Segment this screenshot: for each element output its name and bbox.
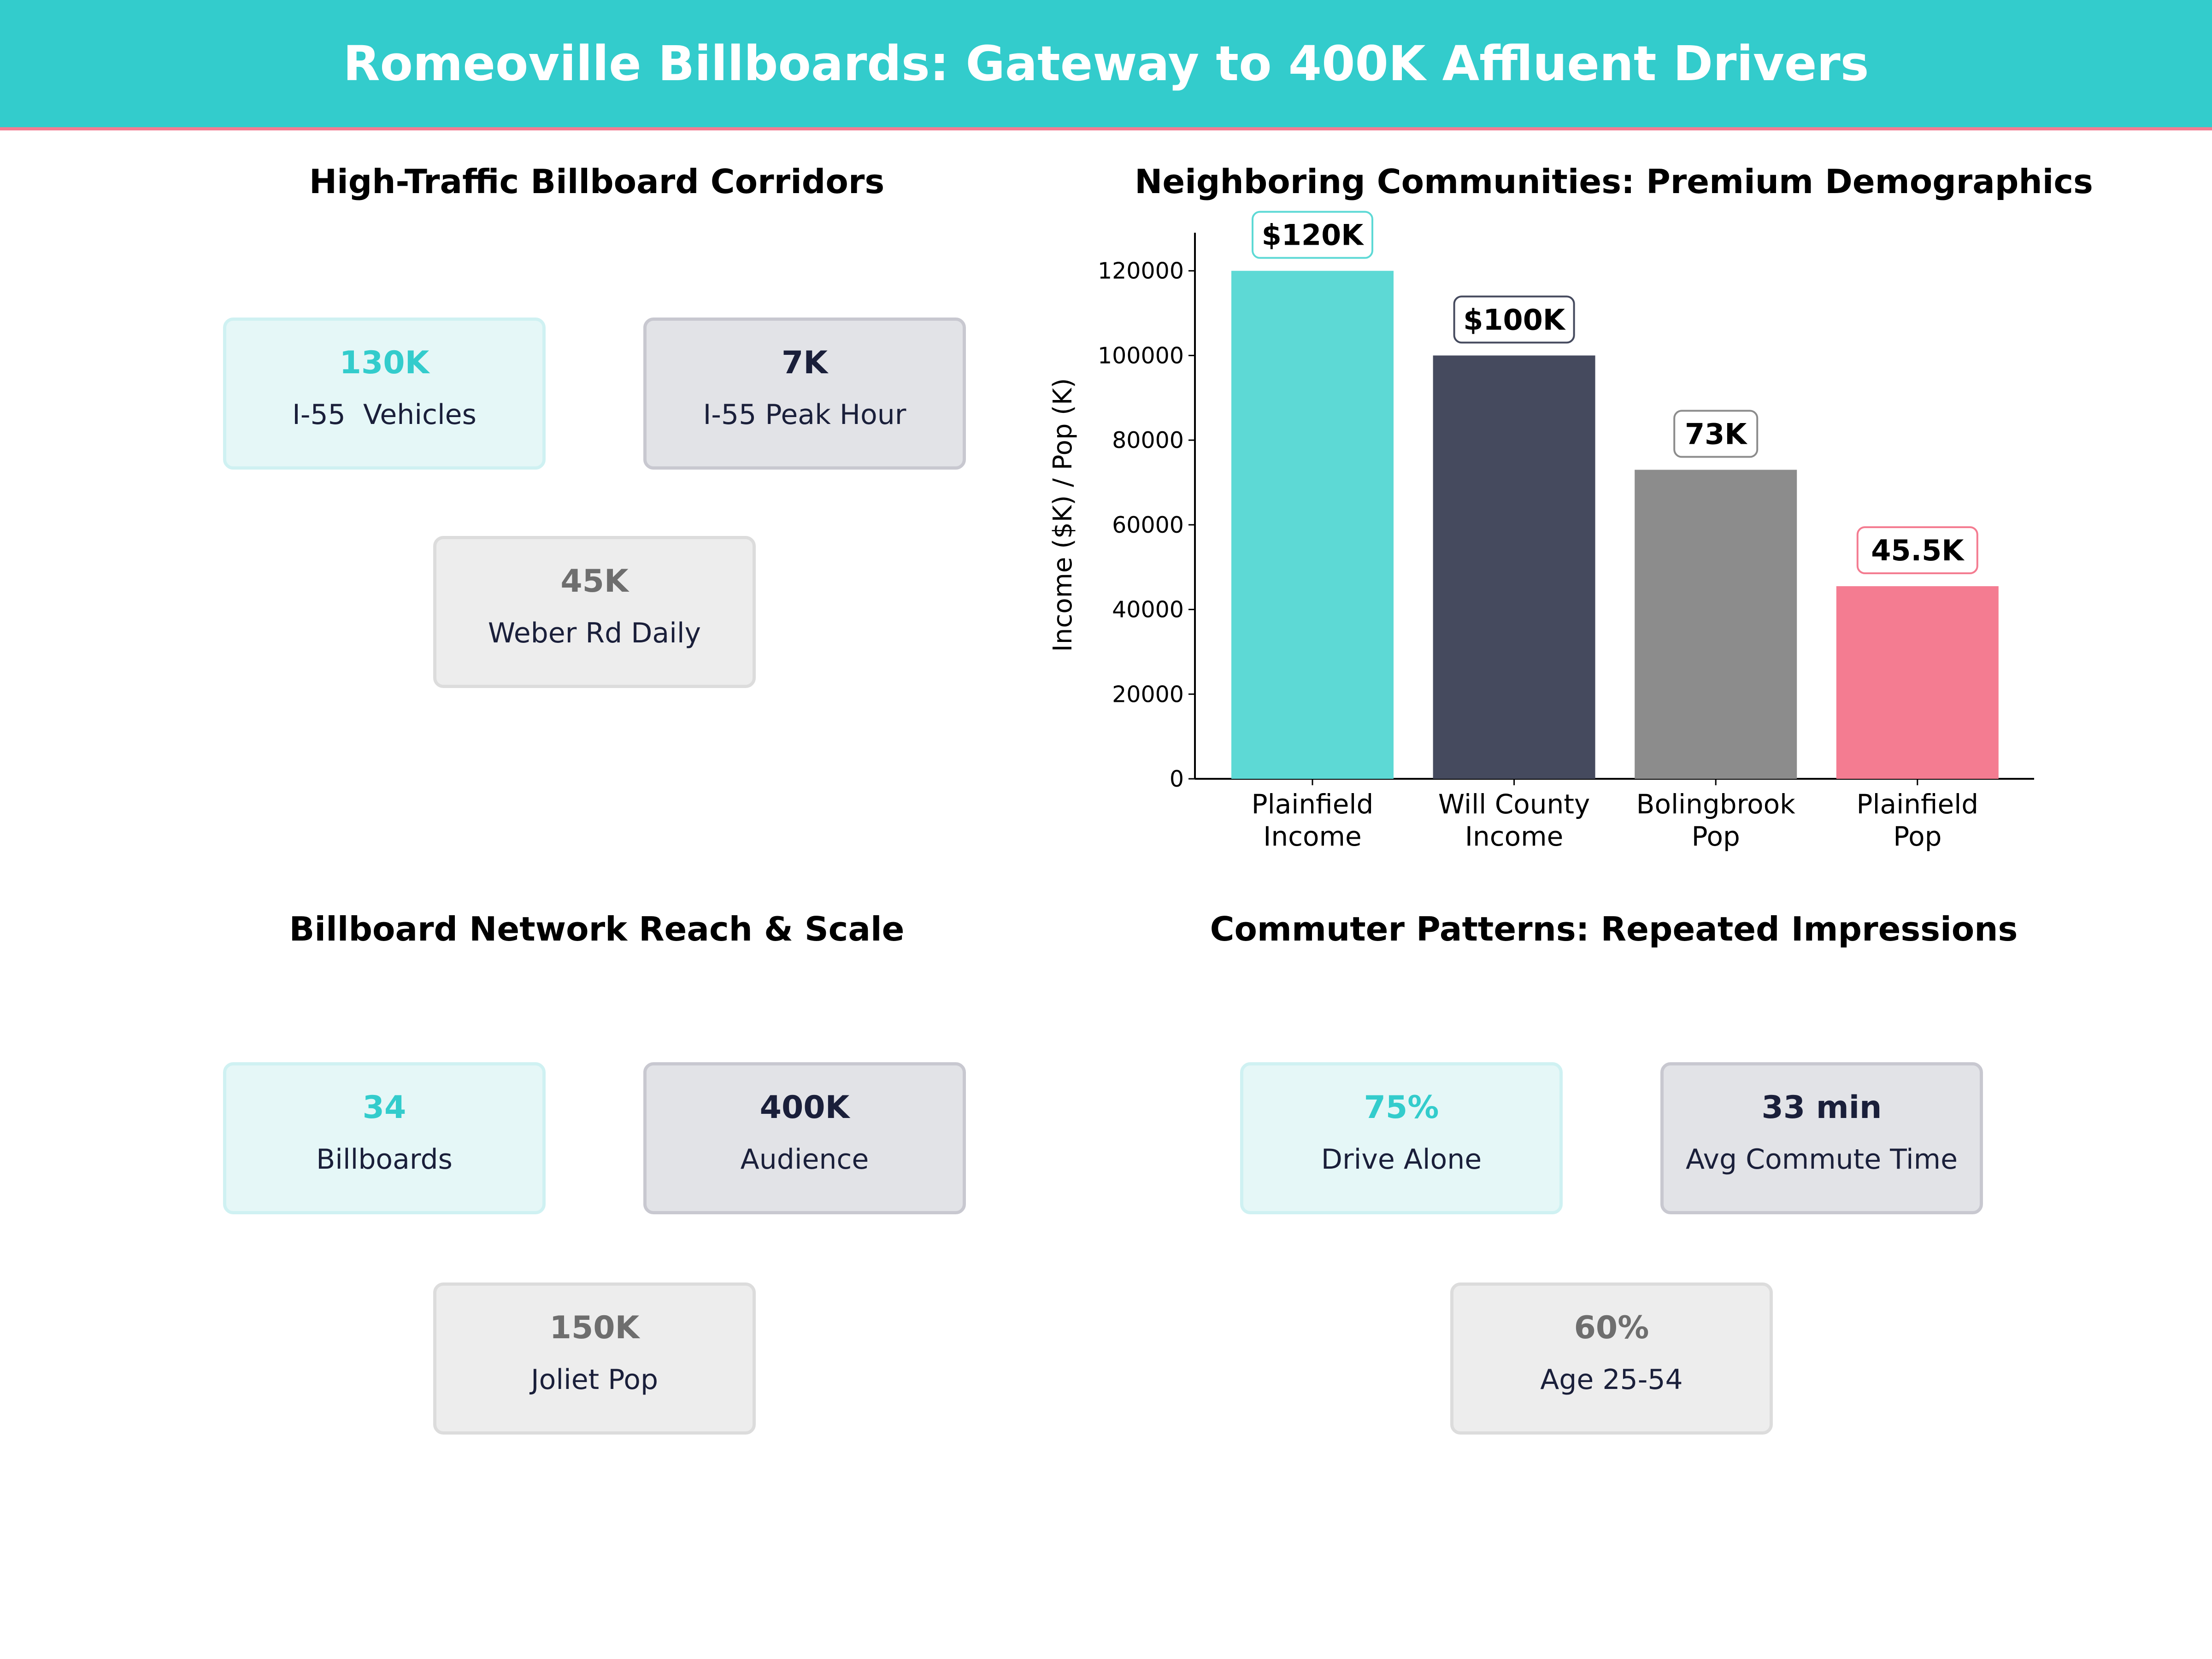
y-tick-label: 80000	[1112, 427, 1184, 453]
stat-card: 34 Billboards	[223, 1062, 546, 1214]
stat-label: Avg Commute Time	[1685, 1143, 1958, 1176]
bar	[1635, 470, 1797, 779]
stat-value: 45K	[560, 563, 629, 600]
stat-card: 130K I-55 Vehicles	[223, 318, 546, 470]
chart-title: Neighboring Communities: Premium Demogra…	[1135, 162, 2093, 201]
stat-card: 60% Age 25-54	[1450, 1282, 1773, 1435]
stat-value: 34	[362, 1089, 406, 1126]
stat-label: I-55 Peak Hour	[703, 399, 906, 431]
stat-value: 150K	[549, 1310, 640, 1346]
y-tick-label: 120000	[1098, 258, 1184, 284]
stat-card: 150K Joliet Pop	[433, 1282, 756, 1435]
stat-card: 33 min Avg Commute Time	[1660, 1062, 1983, 1214]
data-label: $100K	[1463, 303, 1566, 336]
stat-value: 33 min	[1761, 1089, 1882, 1126]
data-label-box	[1453, 295, 1575, 344]
stat-label: Age 25-54	[1540, 1364, 1683, 1396]
stat-label: Audience	[740, 1143, 869, 1176]
bar	[1231, 271, 1394, 779]
x-tick-label: Plainfield Income	[1252, 788, 1374, 852]
stat-card: 75% Drive Alone	[1240, 1062, 1563, 1214]
data-label: 73K	[1685, 417, 1747, 451]
panel-title-commuter: Commuter Patterns: Repeated Impressions	[1210, 910, 2018, 948]
panel-title-network: Billboard Network Reach & Scale	[289, 910, 905, 948]
bar	[1433, 355, 1595, 779]
stat-value: 7K	[781, 345, 828, 381]
header-banner: Romeoville Billboards: Gateway to 400K A…	[0, 0, 2212, 130]
panel-title-corridors: High-Traffic Billboard Corridors	[309, 162, 885, 201]
stat-value: 130K	[339, 345, 429, 381]
y-tick-label: 100000	[1098, 342, 1184, 369]
stat-value: 400K	[759, 1089, 850, 1126]
x-tick-label: Will County Income	[1438, 788, 1590, 852]
bar	[1836, 586, 1999, 779]
stat-label: Billboards	[316, 1143, 453, 1176]
data-label: $120K	[1262, 218, 1365, 252]
stat-card: 7K I-55 Peak Hour	[643, 318, 966, 470]
data-label-box	[1856, 526, 1978, 575]
y-tick-label: 40000	[1112, 597, 1184, 623]
stat-card: 45K Weber Rd Daily	[433, 536, 756, 688]
y-tick-label: 60000	[1112, 512, 1184, 538]
stat-label: I-55 Vehicles	[292, 399, 477, 431]
stat-value: 60%	[1574, 1310, 1649, 1346]
y-tick-label: 20000	[1112, 681, 1184, 707]
y-tick-label: 0	[1170, 766, 1184, 792]
stat-value: 75%	[1364, 1089, 1439, 1126]
stat-card: 400K Audience	[643, 1062, 966, 1214]
data-label-box	[1252, 211, 1373, 259]
y-axis-label: Income ($K) / Pop (K)	[1048, 378, 1078, 652]
x-tick-label: Plainfield Pop	[1856, 788, 1978, 852]
stat-label: Drive Alone	[1321, 1143, 1482, 1176]
data-label-box	[1673, 410, 1759, 458]
data-label: 45.5K	[1871, 534, 1965, 567]
stat-label: Weber Rd Daily	[488, 617, 701, 649]
x-tick-label: Bolingbrook Pop	[1636, 788, 1795, 852]
page-title: Romeoville Billboards: Gateway to 400K A…	[343, 35, 1869, 92]
stat-label: Joliet Pop	[530, 1364, 659, 1396]
